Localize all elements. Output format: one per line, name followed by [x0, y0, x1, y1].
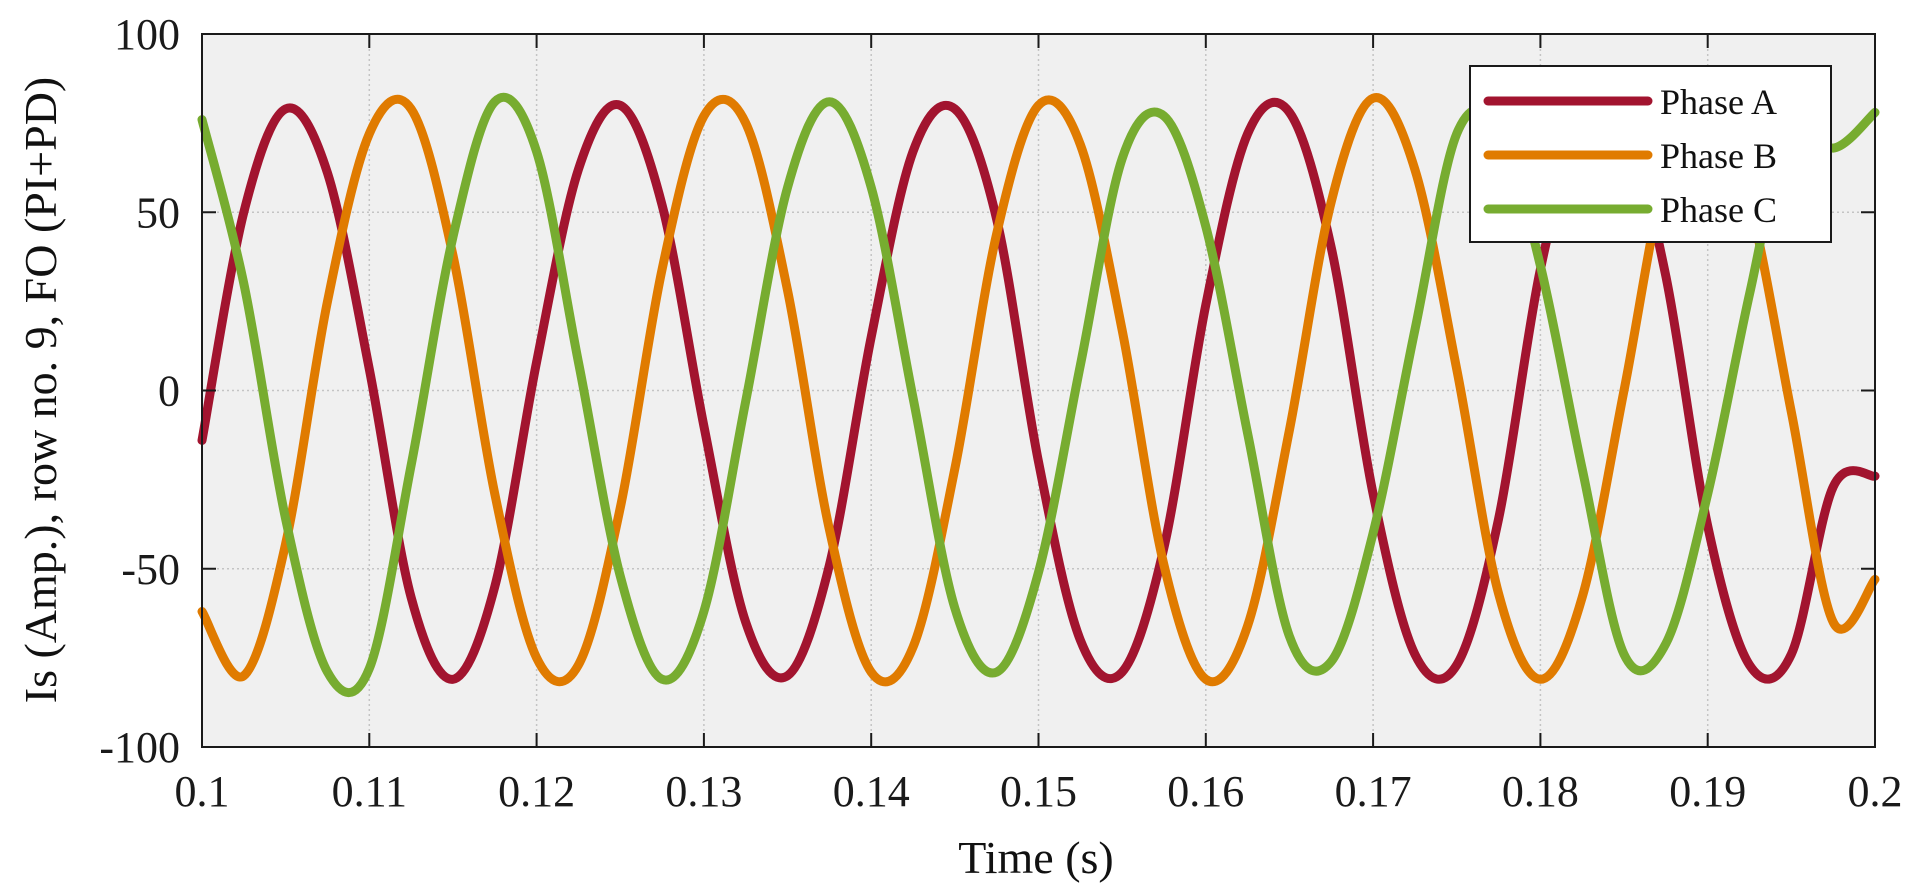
- x-tick-label: 0.14: [833, 767, 910, 816]
- y-tick-label: -50: [121, 545, 180, 594]
- legend-label-phase-c: Phase C: [1660, 190, 1777, 230]
- x-tick-label: 0.1: [175, 767, 230, 816]
- y-axis-label: Is (Amp.), row no. 9, FO (PI+PD): [15, 77, 66, 703]
- y-tick-label: 0: [158, 367, 180, 416]
- x-tick-label: 0.16: [1167, 767, 1244, 816]
- legend: Phase A Phase B Phase C: [1469, 65, 1832, 243]
- x-tick-label: 0.19: [1669, 767, 1746, 816]
- x-tick-label: 0.12: [498, 767, 575, 816]
- series-line-phase-c: [197, 92, 1880, 697]
- x-tick-label: 0.17: [1335, 767, 1412, 816]
- x-tick-label: 0.15: [1000, 767, 1077, 816]
- x-tick-label: 0.13: [665, 767, 742, 816]
- x-tick-labels: 0.1 0.11 0.12 0.13 0.14 0.15 0.16 0.17 0.18 0.19 0…: [175, 767, 1903, 816]
- y-tick-label: 100: [114, 10, 180, 59]
- y-tick-label: 50: [136, 188, 180, 237]
- y-tick-labels: -100 -50 0 50 100: [99, 10, 180, 772]
- x-tick-label: 0.11: [332, 767, 407, 816]
- x-tick-label: 0.2: [1848, 767, 1903, 816]
- axis-ticks: [201, 33, 1876, 748]
- y-tick-label: -100: [99, 723, 180, 772]
- legend-label-phase-b: Phase B: [1660, 136, 1777, 176]
- x-tick-label: 0.18: [1502, 767, 1579, 816]
- legend-label-phase-a: Phase A: [1660, 82, 1777, 122]
- x-axis-label: Time (s): [958, 832, 1114, 883]
